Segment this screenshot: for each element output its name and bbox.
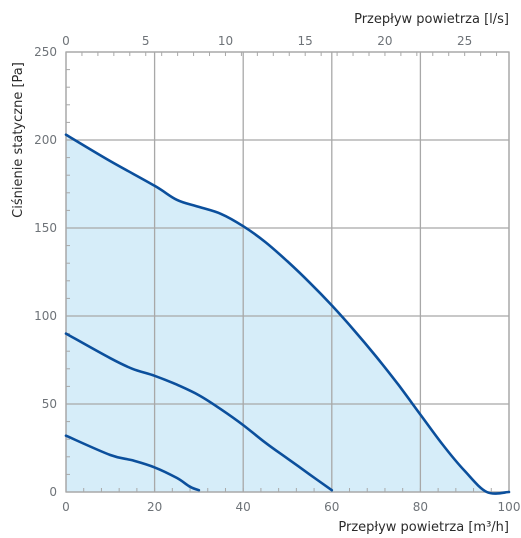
x-top-tick-labels: 0 5 10 15 20 25 [62,34,472,48]
x-top-axis-title: Przepływ powietrza [l/s] [354,12,509,27]
y-tick-label: 200 [34,133,57,147]
y-tick-label: 50 [42,397,57,411]
x-top-tick-label: 15 [298,34,313,48]
y-tick-label: 250 [34,45,57,59]
y-axis-title: Ciśnienie statyczne [Pa] [11,62,26,218]
x-bottom-tick-label: 40 [236,500,251,514]
series-lines [64,133,511,495]
x-bottom-tick-label: 0 [62,500,70,514]
series-line-1 [64,133,511,495]
x-bottom-tick-label: 60 [324,500,339,514]
x-top-tick-label: 5 [142,34,150,48]
x-bottom-tick-label: 80 [413,500,428,514]
y-tick-label: 100 [34,309,57,323]
x-bottom-tick-label: 100 [498,500,521,514]
y-tick-label: 0 [49,485,57,499]
x-top-tick-label: 20 [377,34,392,48]
x-top-tick-label: 25 [457,34,472,48]
y-tick-label: 150 [34,221,57,235]
grid-lines [65,51,510,493]
x-bottom-tick-labels: 0 20 40 60 80 100 [62,500,520,514]
x-bottom-axis-title: Przepływ powietrza [m³/h] [338,520,509,535]
series-line-3 [64,434,201,492]
x-bottom-tick-label: 20 [147,500,162,514]
y-tick-labels: 0 50 100 150 200 250 [34,45,57,499]
x-top-tick-label: 10 [218,34,233,48]
series-line-2 [64,332,334,492]
x-top-tick-label: 0 [62,34,70,48]
plot-frame [65,51,510,493]
